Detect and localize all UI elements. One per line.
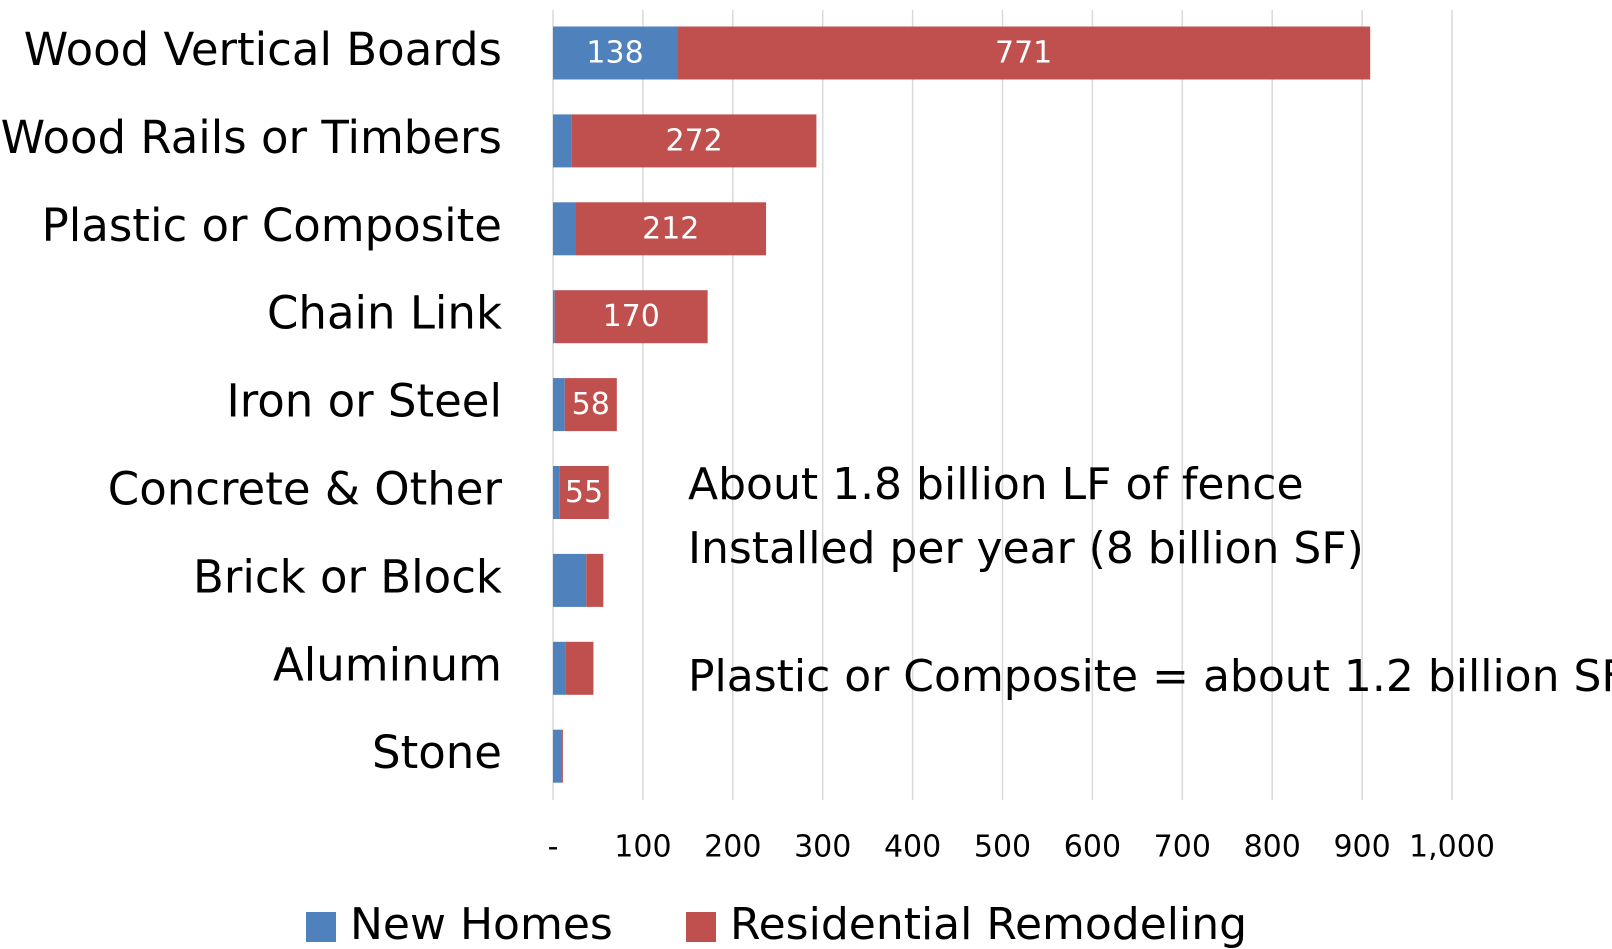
bar-segment	[586, 553, 604, 607]
data-label: 170	[603, 299, 660, 334]
annotation: About 1.8 billion LF of fence	[688, 459, 1304, 510]
category-label: Wood Rails or Timbers	[1, 111, 502, 164]
bar-segment	[553, 641, 566, 695]
bar-segment	[553, 202, 576, 256]
bar-segment	[561, 729, 563, 783]
x-tick-label: 500	[974, 830, 1031, 865]
x-tick-label: 700	[1154, 830, 1211, 865]
bar-segment	[571, 114, 817, 168]
data-label: 212	[642, 211, 699, 246]
data-label: 272	[666, 123, 723, 158]
data-label: 771	[995, 36, 1052, 71]
legend-swatch	[686, 912, 716, 942]
bar-segment	[553, 114, 572, 168]
category-label: Plastic or Composite	[42, 199, 502, 252]
category-label: Brick or Block	[193, 550, 502, 603]
x-tick-label: 400	[884, 830, 941, 865]
bar-segment	[575, 202, 767, 256]
category-label: Iron or Steel	[226, 375, 502, 428]
x-tick-label: 200	[704, 830, 761, 865]
x-tick-label: 100	[614, 830, 671, 865]
data-label: 138	[586, 36, 643, 71]
annotation: Plastic or Composite = about 1.2 billion…	[688, 651, 1612, 702]
bar-segment	[554, 290, 708, 344]
category-label: Concrete & Other	[108, 463, 503, 516]
legend-label: New Homes	[350, 899, 613, 949]
bar-segment	[553, 466, 560, 519]
category-label: Stone	[372, 726, 502, 779]
bar-segment	[553, 378, 565, 432]
bar-segment	[553, 290, 555, 344]
legend-swatch	[306, 912, 336, 942]
legend-label: Residential Remodeling	[730, 899, 1247, 949]
bar-segment	[677, 26, 1371, 80]
bar-segment	[553, 553, 587, 607]
bar-segment	[565, 641, 594, 695]
category-label: Chain Link	[267, 287, 502, 340]
x-tick-label: 300	[794, 830, 851, 865]
bar-segment	[564, 378, 617, 432]
data-label: 55	[565, 475, 603, 510]
bar-segment	[553, 26, 678, 80]
x-tick-label: 900	[1333, 830, 1390, 865]
x-tick-label: 600	[1064, 830, 1121, 865]
data-label: 58	[572, 387, 610, 422]
x-tick-label: 800	[1244, 830, 1301, 865]
annotation: Installed per year (8 billion SF)	[688, 523, 1364, 574]
x-tick-label: -	[548, 830, 559, 865]
bar-segment	[559, 466, 609, 519]
category-label: Wood Vertical Boards	[24, 23, 502, 76]
x-tick-label: 1,000	[1409, 830, 1495, 865]
bar-segment	[553, 729, 562, 783]
category-label: Aluminum	[273, 638, 502, 691]
